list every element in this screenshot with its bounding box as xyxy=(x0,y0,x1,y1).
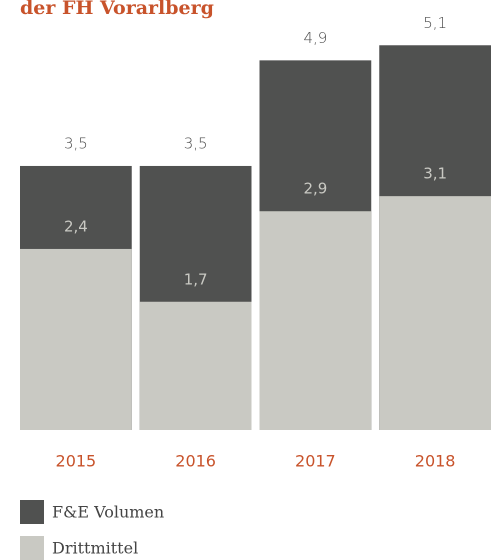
inner-label: 2,4 xyxy=(64,217,88,235)
bar xyxy=(20,248,132,430)
bar xyxy=(379,196,491,430)
legend-label: Drittmittel xyxy=(52,539,138,558)
legend-swatch xyxy=(20,500,44,524)
x-tick-label: 2017 xyxy=(295,452,336,471)
legend-label: F&E Volumen xyxy=(52,503,164,522)
legend-swatch xyxy=(20,536,44,560)
bar xyxy=(139,301,252,430)
total-label: 4,9 xyxy=(303,29,327,47)
inner-label: 3,1 xyxy=(423,165,447,183)
x-tick-label: 2015 xyxy=(56,452,97,471)
total-label: 3,5 xyxy=(184,134,208,152)
inner-label: 2,9 xyxy=(303,180,327,198)
total-label: 5,1 xyxy=(423,14,447,32)
x-tick-label: 2018 xyxy=(415,452,456,471)
chart-title: der FH Vorarlberg xyxy=(20,0,214,19)
x-tick-label: 2016 xyxy=(175,452,216,471)
total-label: 3,5 xyxy=(64,134,88,152)
bar xyxy=(259,211,372,430)
inner-label: 1,7 xyxy=(184,270,208,288)
